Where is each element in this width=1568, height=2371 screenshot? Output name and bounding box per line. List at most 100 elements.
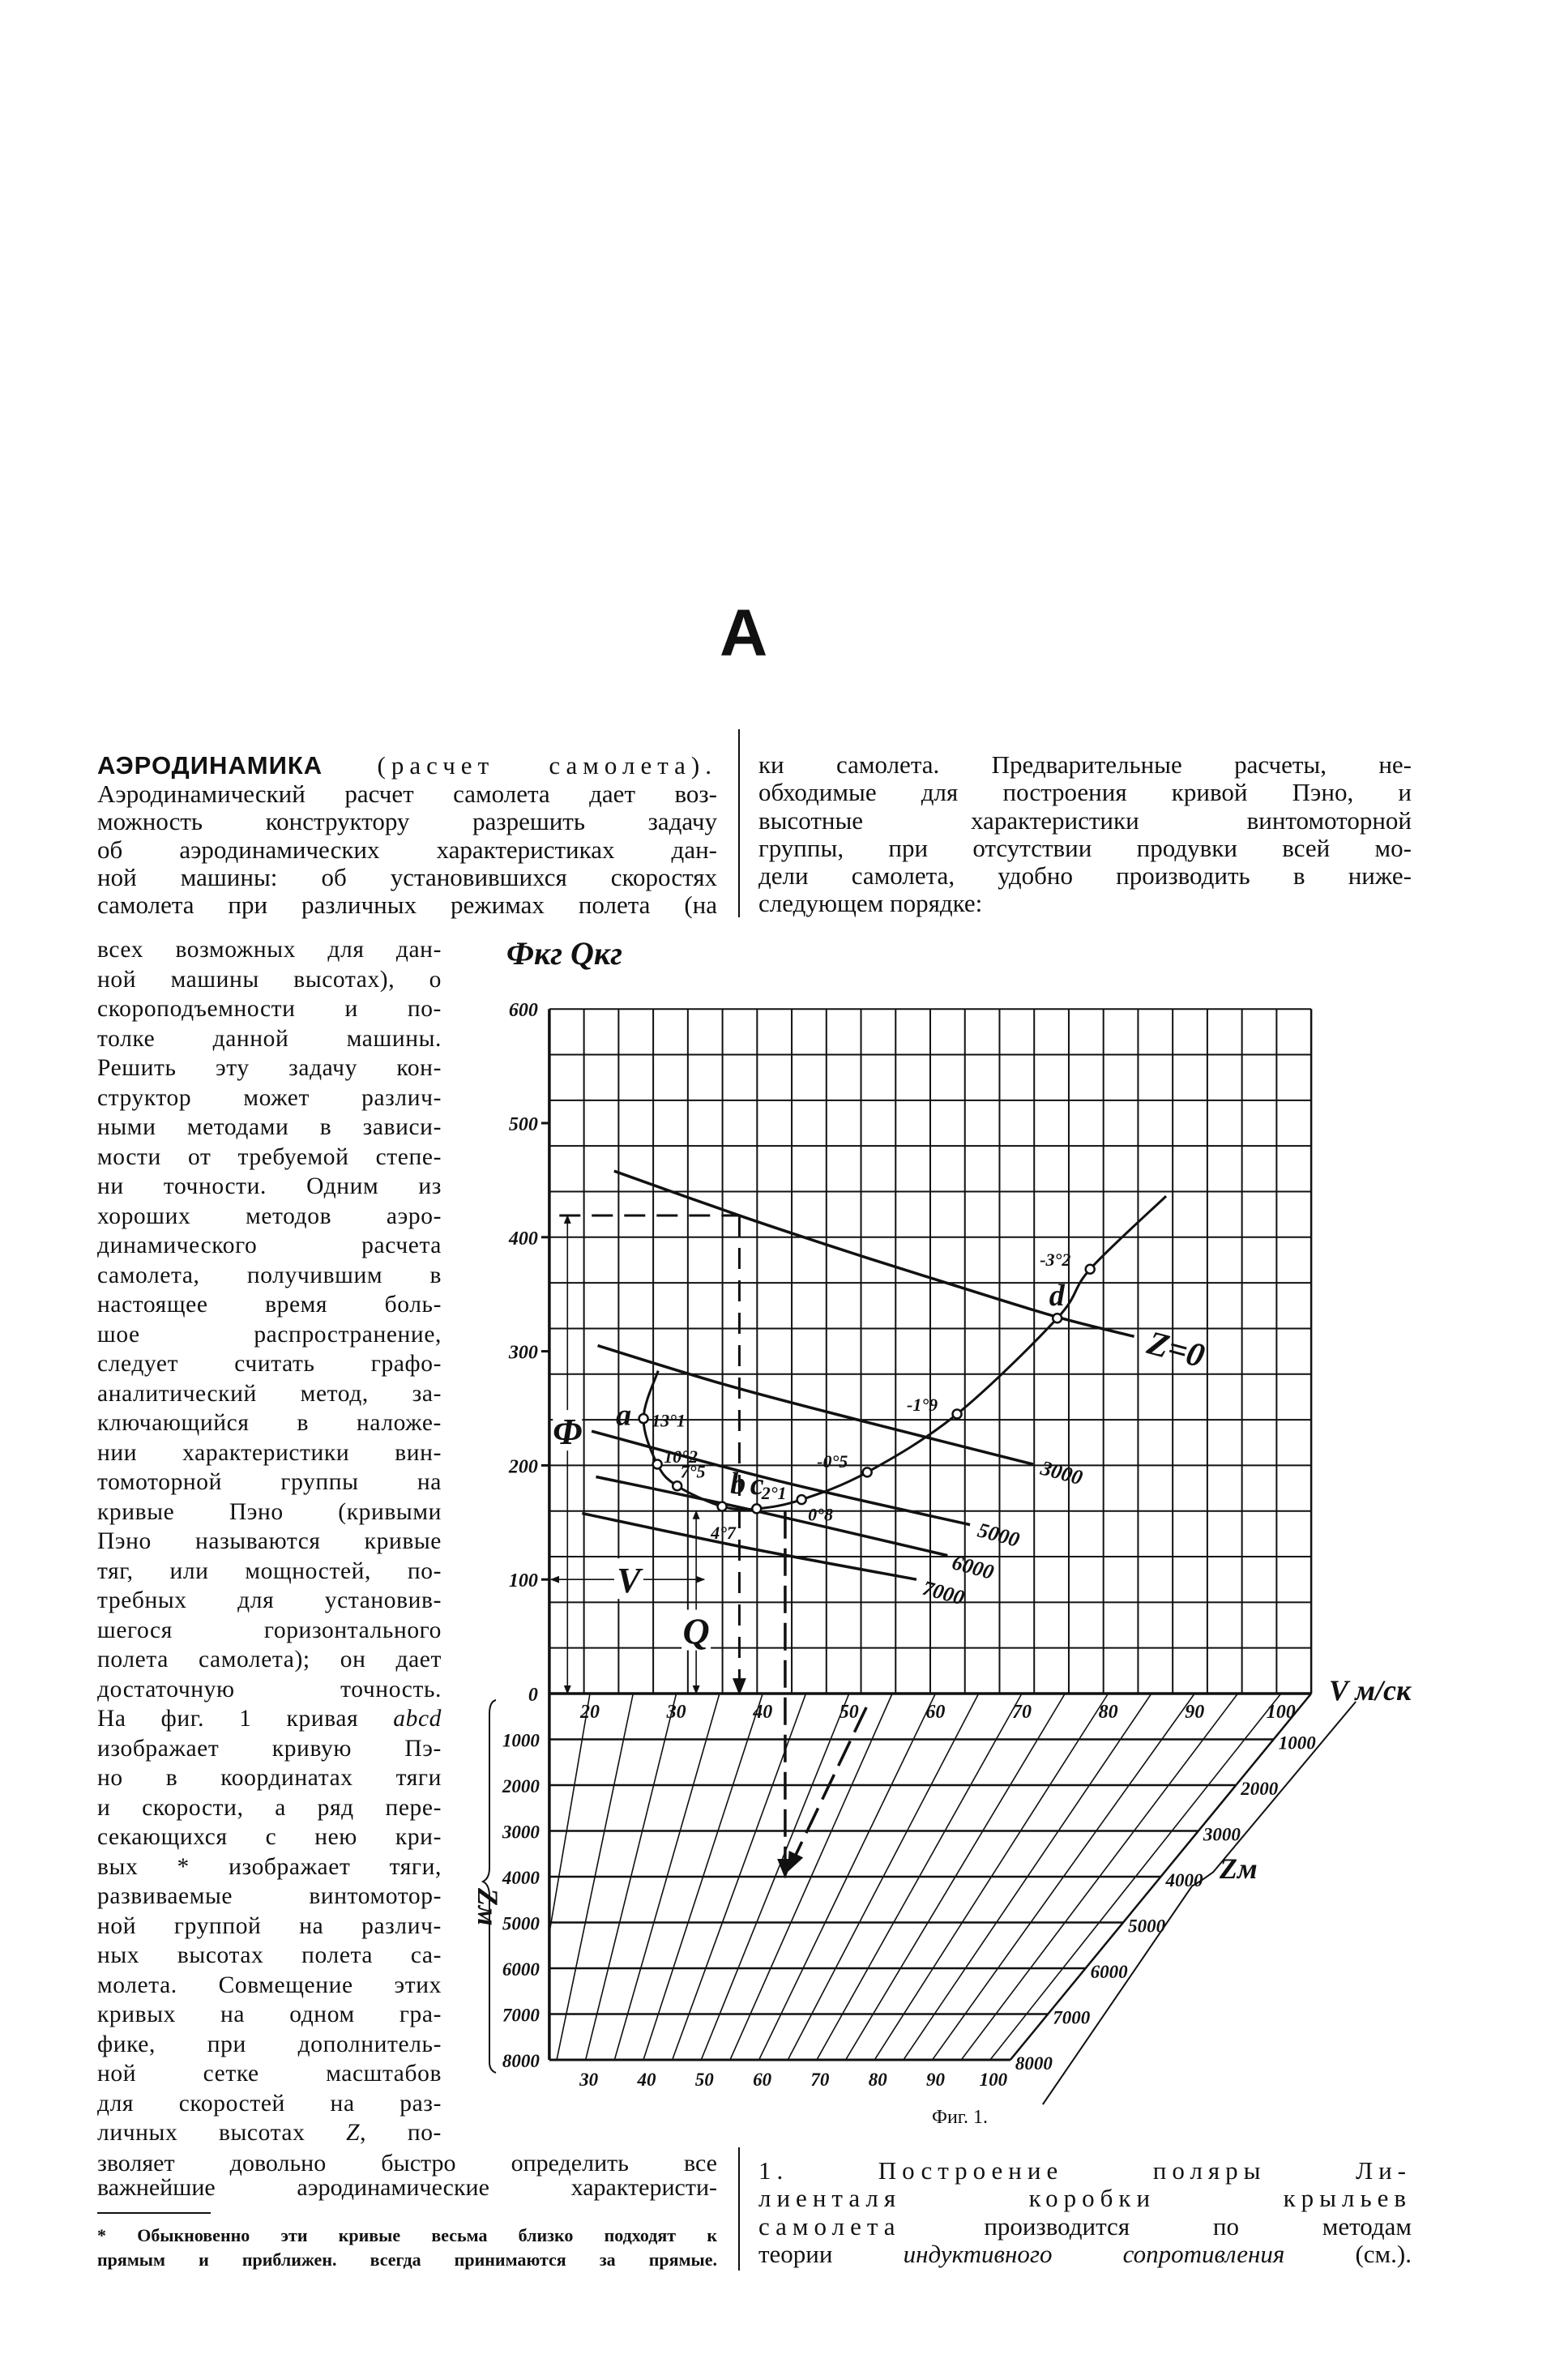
footnote: * Обыкновенно эти кривые весьма близко п…	[97, 2224, 717, 2272]
penaud-point	[1051, 1313, 1063, 1324]
altitude-label-left: 8000	[502, 2051, 540, 2071]
text-line: шое распространение,	[97, 1321, 442, 1348]
speed-oblique-line	[613, 1693, 720, 2061]
annotation-backing	[553, 1410, 583, 1451]
text-line: Аэродинамический расчет самолета дает во…	[97, 780, 717, 808]
speed-oblique-line	[758, 1693, 937, 2061]
text-segment: производится по методам	[900, 2211, 1412, 2241]
text-line: требных для установив-	[97, 1587, 442, 1613]
annotation-q: Q	[683, 1611, 710, 1652]
speed-oblique-line	[556, 1693, 634, 2061]
text-line: ни точности. Одним из	[97, 1173, 442, 1199]
text-line: ной сетке масштабов	[97, 2061, 442, 2087]
penaud-point	[796, 1493, 807, 1506]
text-line: всех возможных для дан-	[97, 937, 442, 963]
italic-term: Z	[346, 2120, 361, 2146]
text-segment: (расчет самолета).	[323, 751, 717, 780]
text-line: высотные характеристики винтомоторной	[758, 805, 1412, 835]
altitude-label-left: 4000	[502, 1868, 540, 1888]
x-tick-label: 20	[579, 1702, 600, 1723]
penaud-point	[861, 1467, 873, 1478]
text-line: самолета, получившим в	[97, 1262, 442, 1288]
curve-point-letter: c	[750, 1467, 764, 1502]
y-tick-label: 500	[509, 1114, 538, 1135]
altitude-label-left: 7000	[502, 2006, 540, 2026]
altitude-label-right: 2000	[1240, 1779, 1279, 1799]
penaud-point	[951, 1408, 963, 1420]
text-line: АЭРОДИНАМИКА (расчет самолета).	[97, 751, 717, 780]
text-line: томоторной группы на	[97, 1469, 442, 1495]
text-line: шегося горизонтального	[97, 1617, 442, 1643]
text-line: скороподъемности и по-	[97, 996, 442, 1022]
bottom-speed-tick-label: 90	[926, 2070, 946, 2090]
text-line: личных высотах Z, по-	[97, 2118, 442, 2148]
speed-oblique-line	[729, 1693, 893, 2061]
text-line: об аэродинамических характеристиках дан-	[97, 835, 717, 864]
speed-oblique-line	[787, 1693, 980, 2061]
text-line: кривые Пэно (кривыми	[97, 1498, 442, 1525]
y-tick-label: 0	[528, 1685, 538, 1706]
x-tick-label: 30	[666, 1702, 686, 1723]
section-1-text: 1. Построение поляры Ли-лиенталя коробки…	[758, 2156, 1412, 2268]
text-segment: лиенталя коробки крыльев	[758, 2184, 1412, 2213]
series-label: 3000	[1037, 1456, 1085, 1490]
text-line: но в координатах тяги	[97, 1765, 442, 1791]
annotation-phi: Φ	[553, 1411, 582, 1452]
series-label: Z=0	[1143, 1324, 1208, 1375]
article-bottom-left: зволяет довольно быстро определить все ва…	[97, 2151, 717, 2200]
altitude-oblique-guide	[787, 1707, 868, 1873]
thrust-curve-7000	[582, 1511, 917, 1581]
x-tick-label: 100	[1267, 1702, 1296, 1723]
angle-of-attack-label: 7°5	[681, 1462, 706, 1482]
bottom-speed-tick-label: 40	[636, 2070, 656, 2090]
text-line: кривых на одном гра-	[97, 2001, 442, 2027]
thrust-curve-5000	[591, 1429, 971, 1527]
italic-term: индуктивного сопротивления	[903, 2239, 1285, 2268]
bottom-speed-tick-label: 50	[695, 2070, 715, 2090]
altitude-label-right: 4000	[1164, 1870, 1203, 1890]
altitude-label-right: 6000	[1091, 1962, 1129, 1982]
text-segment: (см.).	[1284, 2239, 1412, 2268]
bottom-speed-tick-label: 70	[810, 2070, 830, 2090]
column-divider-top	[738, 729, 740, 917]
text-segment: теории	[758, 2239, 904, 2268]
altitude-label-right: 3000	[1203, 1825, 1241, 1845]
text-line: группы, при отсутствии продувки всей мо-	[758, 833, 1412, 862]
speed-oblique-line	[816, 1693, 1023, 2061]
altitude-axis-title-right: Zм	[1219, 1852, 1258, 1885]
text-line: ных высотах полета са-	[97, 1942, 442, 1968]
angle-of-attack-label: 13°1	[652, 1411, 686, 1431]
thrust-curve-3000	[597, 1344, 1034, 1466]
column-divider-bottom	[738, 2147, 740, 2271]
article-intro-left: АЭРОДИНАМИКА (расчет самолета). Аэродинам…	[97, 751, 717, 919]
text-line: вых * изображает тяги,	[97, 1853, 442, 1880]
text-line: фике, при дополнитель-	[97, 2031, 442, 2057]
speed-oblique-line	[989, 1693, 1282, 2061]
annotation-backing	[681, 1609, 711, 1651]
bottom-speed-tick-label: 60	[753, 2070, 772, 2090]
text-line: мости от требуемой степе-	[97, 1143, 442, 1170]
text-line: для скоростей на раз-	[97, 2090, 442, 2117]
italic-term: abcd	[393, 1706, 442, 1732]
headword: АЭРОДИНАМИКА	[97, 751, 323, 780]
speed-oblique-line	[643, 1693, 763, 2061]
annotation-v: V	[617, 1561, 643, 1600]
text-line: изображает кривую Пэ-	[97, 1735, 442, 1762]
text-segment: самолета	[758, 2211, 901, 2241]
y-tick-label: 600	[509, 1000, 538, 1021]
text-line: динамического расчета	[97, 1232, 442, 1258]
x-tick-label: 90	[1185, 1702, 1204, 1723]
text-line: зволяет довольно быстро определить все	[97, 2150, 717, 2177]
article-intro-right: ки самолета. Предварительные расчеты, не…	[758, 750, 1412, 918]
text-line: ной машины высотах), о	[97, 966, 442, 993]
speed-oblique-line	[671, 1693, 807, 2061]
text-line: Решить эту задачу кон-	[97, 1055, 442, 1081]
angle-of-attack-label: 2°1	[761, 1483, 787, 1503]
text-line: На фиг. 1 кривая abcd	[97, 1704, 442, 1734]
text-line: можность конструктору разрешить задачу	[97, 807, 717, 836]
text-line: самолета производится по методам	[758, 2211, 1412, 2241]
text-line: 1. Построение поляры Ли-	[758, 2156, 1412, 2185]
penaud-point	[716, 1501, 728, 1512]
penaud-point	[638, 1412, 649, 1425]
penaud-point	[671, 1480, 683, 1492]
